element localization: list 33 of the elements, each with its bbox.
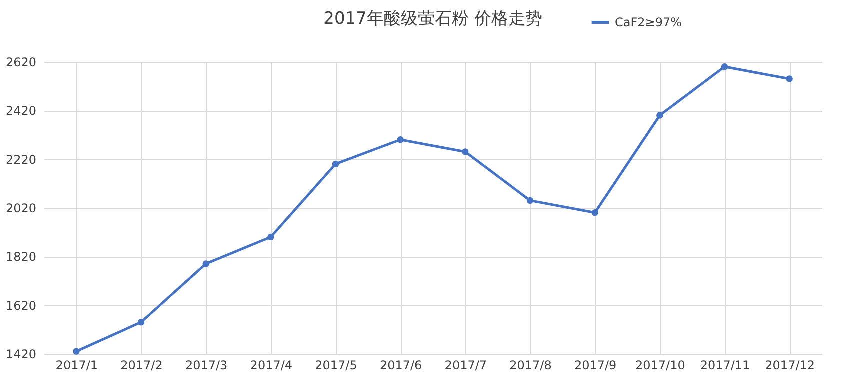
- point: [656, 112, 664, 119]
- point: [268, 234, 274, 241]
- y-tick-label: 1420: [6, 348, 36, 362]
- x-tick-label: 2017/10: [635, 358, 686, 372]
- x-tick-label: 2017/1: [56, 358, 98, 372]
- point: [138, 319, 145, 326]
- y-tick-label: 1820: [6, 250, 36, 264]
- x-tick-label: 2017/8: [510, 358, 552, 372]
- x-tick-label: 2017/9: [574, 358, 617, 372]
- point: [73, 348, 80, 355]
- y-tick-label: 2220: [6, 152, 36, 167]
- x-tick-label: 2017/6: [380, 358, 422, 372]
- legend-label: CaF2≥97%: [615, 16, 682, 30]
- point: [202, 260, 210, 268]
- x-tick-label: 2017/5: [315, 358, 358, 372]
- point: [592, 210, 598, 216]
- x-tick-label: 2017/2: [120, 358, 163, 372]
- x-tick-label: 2017/3: [185, 358, 228, 372]
- x-tick-label: 2017/11: [700, 358, 750, 372]
- point: [526, 197, 534, 204]
- point: [786, 76, 793, 82]
- x-tick-label: 2017/12: [765, 358, 816, 372]
- x-tick-label: 2017/7: [444, 358, 488, 372]
- point: [397, 136, 404, 144]
- chart-title: 2017年酸级萤石粉 价格走势: [324, 9, 542, 29]
- y-tick-label: 2420: [6, 104, 36, 118]
- y-tick-label: 2020: [6, 202, 36, 216]
- x-tick-label: 2017/4: [250, 358, 293, 372]
- y-tick-label: 1620: [6, 298, 36, 313]
- point: [332, 160, 340, 168]
- y-tick-label: 2620: [6, 56, 36, 70]
- point: [721, 64, 728, 70]
- point: [462, 148, 469, 156]
